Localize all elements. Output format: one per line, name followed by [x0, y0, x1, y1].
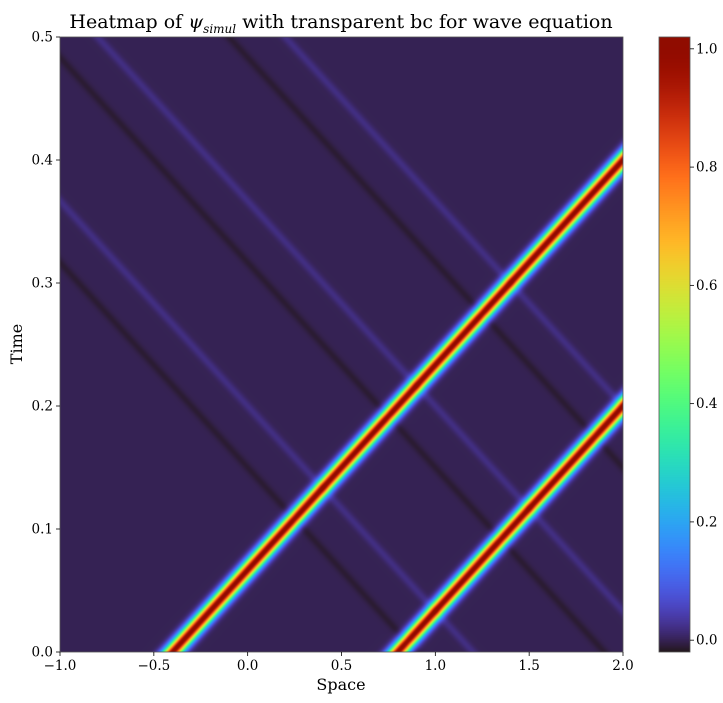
x-tick-label: 2.0	[612, 658, 633, 674]
y-axis-ticks: 0.0 0.1 0.2 0.3 0.4 0.5	[32, 30, 60, 661]
x-tick-label: 0.5	[331, 658, 352, 674]
colorbar-tick-label: 0.2	[696, 514, 717, 530]
colorbar: 0.0 0.2 0.4 0.6 0.8 1.0	[658, 36, 717, 653]
y-tick-label: 0.2	[32, 399, 53, 415]
y-tick-label: 0.1	[32, 522, 53, 538]
colorbar-ticks: 0.0 0.2 0.4 0.6 0.8 1.0	[690, 41, 717, 649]
title-prefix: Heatmap of	[69, 11, 188, 33]
y-tick-label: 0.0	[32, 645, 53, 661]
x-axis-ticks: −1.0 −0.5 0.0 0.5 1.0 1.5 2.0	[44, 652, 634, 674]
x-axis-label: Space	[316, 675, 365, 694]
title-suffix: with transparent bc for wave equation	[236, 11, 612, 33]
colorbar-tick-label: 1.0	[696, 41, 717, 57]
heatmap-image	[60, 37, 623, 652]
colorbar-tick-label: 0.4	[696, 396, 717, 412]
y-tick-label: 0.5	[32, 30, 53, 46]
x-tick-label: −0.5	[137, 658, 170, 674]
colorbar-tick-label: 0.6	[696, 278, 717, 294]
plot-area	[59, 36, 624, 653]
title-subscript: simul	[203, 22, 236, 36]
chart-title: Heatmap of ψsimul with transparent bc fo…	[69, 11, 612, 36]
colorbar-frame	[658, 36, 691, 653]
colorbar-tick-label: 0.8	[696, 160, 717, 176]
x-tick-label: 1.0	[425, 658, 446, 674]
title-symbol: ψ	[188, 11, 204, 33]
y-tick-label: 0.3	[32, 276, 53, 292]
x-tick-label: 1.5	[518, 658, 539, 674]
colorbar-gradient	[659, 37, 690, 652]
x-tick-label: 0.0	[237, 658, 258, 674]
colorbar-tick-label: 0.0	[696, 633, 717, 649]
y-axis-label: Time	[7, 324, 26, 364]
x-tick-label: −1.0	[44, 658, 77, 674]
y-tick-label: 0.4	[32, 153, 53, 169]
